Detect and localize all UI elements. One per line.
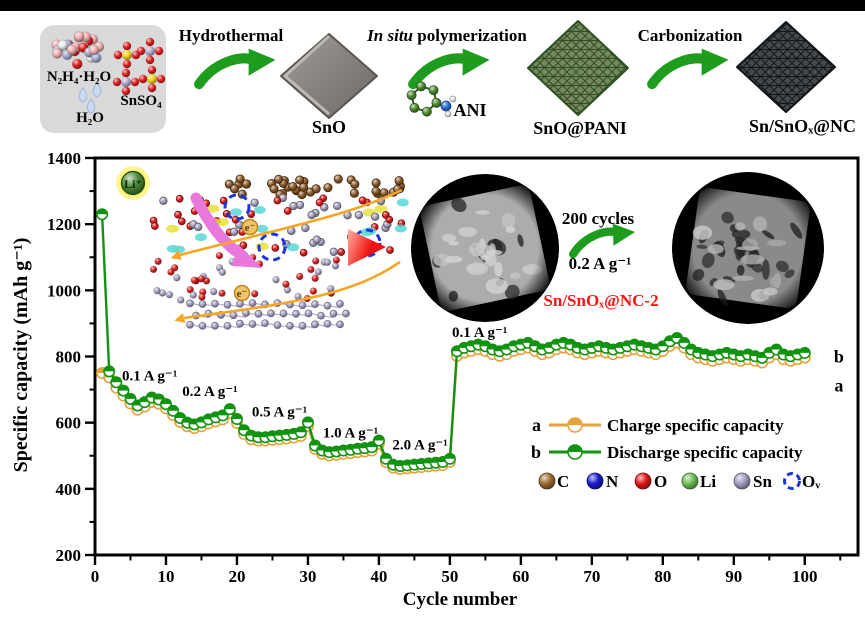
series-b [96, 208, 811, 473]
atom-legend-symbol: O [654, 472, 667, 491]
x-tick-label: 40 [370, 567, 387, 586]
oxygen-vacancy-circle-icon [223, 193, 251, 221]
product-label-sno-pani: SnO@PANI [533, 118, 627, 138]
rate-annotations: 0.1 A g⁻¹ 0.2 A g⁻¹ 0.5 A g⁻¹ 1.0 A g⁻¹ 2.0 … [122, 325, 844, 453]
series-end-label: b [834, 347, 844, 367]
oxygen-vacancy-circle-icon [257, 232, 287, 262]
product-label-sno: SnO [311, 117, 347, 137]
y-tick-label: 1400 [47, 149, 81, 168]
electron-badge [241, 218, 259, 236]
reagent-label-snso4: SnSO₄ [120, 93, 162, 109]
molecule-label-ani: ANI [453, 100, 487, 120]
top-black-bar [0, 0, 865, 11]
n2h4-molecule-cluster [51, 31, 105, 70]
chart-legend: a Charge specific capacity b Discharge spec… [531, 415, 821, 491]
x-tick-label: 30 [299, 567, 316, 586]
sem-cycling-arrow-icon [569, 223, 636, 259]
product-label-final: Sn/SnOₓ@NC [749, 116, 856, 136]
y-axis-title: Specific capacity (mAh g⁻¹) [10, 237, 32, 473]
atom-legend-symbol: Oᵥ [802, 472, 821, 491]
svg-text:b: b [531, 442, 541, 462]
polymerization-rest: polymerization [413, 26, 527, 45]
atom-legend-symbol: Sn [753, 472, 772, 491]
atom-legend-N-icon [586, 472, 604, 490]
atom-legend-symbol: Li [700, 472, 716, 491]
atom-legend-symbol: C [557, 472, 569, 491]
rate-annotation: 1.0 A g⁻¹ [323, 425, 378, 441]
y-tick-label: 1200 [47, 215, 81, 234]
electron-path-arrow-icon [183, 260, 401, 320]
reagent-label-n2h4: N₂H₄·H₂O [46, 69, 112, 85]
h2o-droplets [78, 82, 102, 114]
svg-text:e⁻: e⁻ [245, 222, 256, 234]
sem-image-after [672, 172, 824, 324]
y-tick-label: 600 [56, 414, 82, 433]
sem-cycles-text: 200 cycles [562, 209, 635, 228]
series-end-label: a [834, 375, 843, 395]
lithiation-mechanism-inset: e⁻ e⁻ [149, 174, 409, 330]
x-tick-label: 10 [157, 567, 174, 586]
rate-annotation: 0.1 A g⁻¹ [122, 369, 177, 385]
x-tick-label: 60 [512, 567, 529, 586]
svg-text:Charge specific capacity: Charge specific capacity [607, 416, 784, 435]
electron-badge [233, 284, 251, 302]
ani-molecule [406, 81, 457, 118]
svg-text:Li⁺: Li⁺ [124, 177, 142, 191]
sn-snox-nc-sheet [736, 21, 836, 113]
cycling-performance-chart: 200 400 600 800 1000 1200 1400 0 10 20 30 40 50 60 70 8… [47, 149, 860, 586]
step-label-carbonization: Carbonization [637, 26, 743, 45]
step-label-polymerization: In situ polymerization [362, 27, 532, 45]
atom-legend-Sn-icon [733, 472, 751, 490]
polymerization-arrow-icon [408, 48, 490, 90]
x-axis-title: Cycle number [402, 589, 518, 610]
axis-ticks: 200 400 600 800 1000 1200 1400 0 10 20 30 40 50 60 70 8… [47, 149, 842, 586]
reagent-label-h2o: H₂O [76, 110, 104, 126]
x-tick-label: 0 [91, 567, 100, 586]
carbonization-arrow-icon [647, 48, 729, 90]
sem-image-before [411, 174, 559, 322]
sno-pani-sheet [527, 20, 629, 116]
hydrothermal-arrow-icon [194, 48, 276, 90]
y-tick-label: 1000 [47, 281, 81, 300]
sno-sheet [280, 33, 378, 119]
x-tick-label: 90 [725, 567, 742, 586]
y-tick-label: 200 [56, 546, 82, 565]
x-tick-label: 70 [583, 567, 600, 586]
in-situ-italic: In situ [367, 26, 414, 45]
x-tick-label: 80 [654, 567, 671, 586]
rate-annotation: 0.2 A g⁻¹ [182, 384, 237, 400]
atom-legend-symbol: N [606, 472, 619, 491]
x-tick-label: 50 [441, 567, 458, 586]
y-tick-label: 800 [56, 348, 82, 367]
atom-legend-Ov-icon [783, 472, 801, 490]
svg-text:e⁻: e⁻ [237, 288, 248, 300]
svg-text:Discharge specific capacity: Discharge specific capacity [607, 443, 803, 462]
svg-text:a: a [532, 415, 541, 435]
transform-triangle-icon [348, 229, 386, 266]
rate-annotation: 0.5 A g⁻¹ [252, 404, 307, 420]
electron-path-arrow-icon [179, 188, 403, 257]
sem-sample-label: Sn/SnOₓ@NC-2 [543, 291, 658, 310]
rate-annotation: 0.1 A g⁻¹ [452, 325, 507, 341]
x-tick-label: 100 [792, 567, 818, 586]
atom-legend-C-icon [538, 472, 556, 490]
atom-legend-Li-icon [681, 472, 699, 490]
rate-annotation: 2.0 A g⁻¹ [392, 438, 447, 454]
li-ion-badge: Li⁺ [116, 166, 150, 200]
x-tick-label: 20 [228, 567, 245, 586]
synthesis-scheme [40, 20, 836, 133]
snso4-molecule-cluster [112, 37, 166, 96]
y-tick-label: 400 [56, 480, 82, 499]
sem-rate-text: 0.2 A g⁻¹ [569, 254, 632, 273]
atom-legend-O-icon [634, 472, 652, 490]
step-label-hydrothermal: Hydrothermal [178, 26, 284, 45]
